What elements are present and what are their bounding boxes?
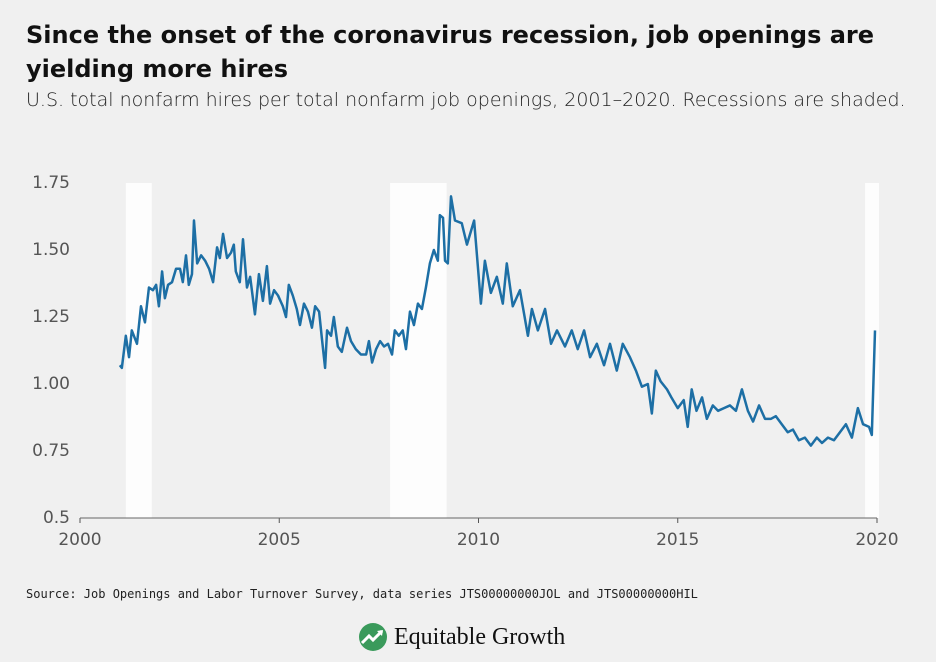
logo-icon [359, 623, 387, 651]
chart-title: Since the onset of the coronavirus reces… [26, 21, 875, 83]
y-tick-label: 1.50 [32, 240, 70, 260]
source-note: Source: Job Openings and Labor Turnover … [26, 587, 698, 601]
y-tick-label: 1.25 [32, 307, 70, 327]
x-tick-label: 2010 [457, 530, 500, 550]
data-line [118, 195, 877, 447]
y-tick-label: 0.5 [43, 508, 70, 528]
chart-subtitle: U.S. total nonfarm hires per total nonfa… [26, 89, 906, 111]
y-tick-label: 1.75 [32, 173, 70, 193]
x-tick-label: 2000 [58, 530, 101, 550]
x-tick-label: 2005 [258, 530, 301, 550]
logo: Equitable Growth [358, 622, 565, 652]
logo-text: Equitable Growth [394, 623, 566, 650]
y-tick-label: 0.75 [32, 441, 70, 461]
recession-shade [865, 183, 879, 518]
x-tick-label: 2020 [855, 530, 898, 550]
x-tick-label: 2015 [656, 530, 699, 550]
recession-shade [390, 183, 447, 518]
y-tick-label: 1.00 [32, 374, 70, 394]
